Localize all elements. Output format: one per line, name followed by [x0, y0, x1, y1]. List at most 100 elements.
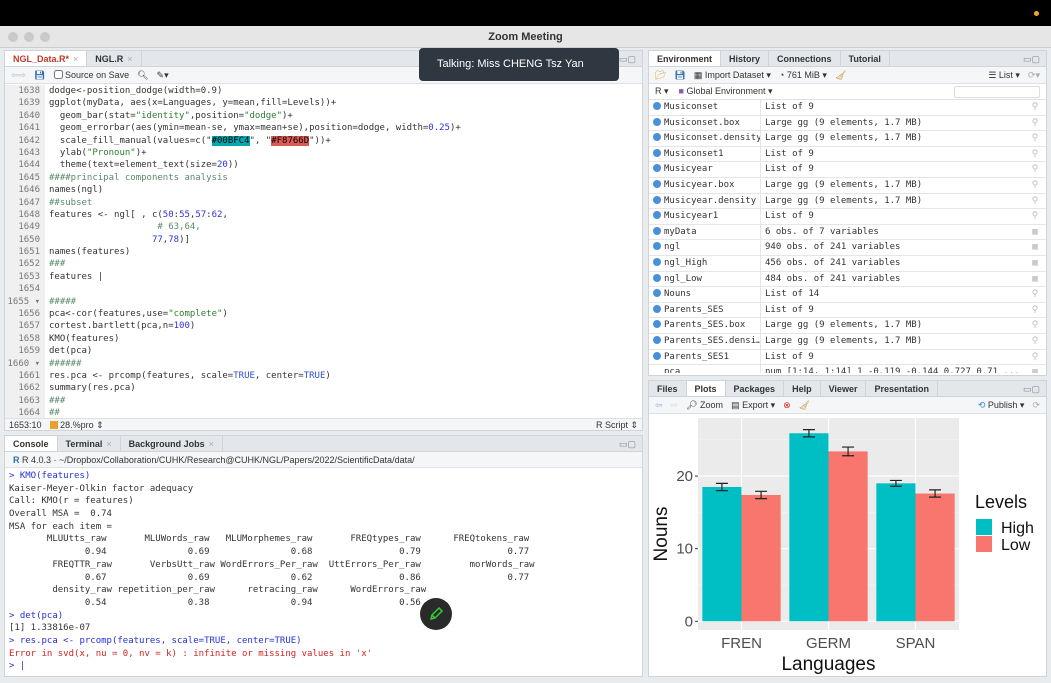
- view-table-icon[interactable]: ▦: [1032, 226, 1038, 237]
- expand-icon[interactable]: [653, 320, 661, 329]
- tab-ngl-data-r-[interactable]: NGL_Data.R* ×: [5, 51, 88, 66]
- environment-row[interactable]: ngl_High 456 obs. of 241 variables ▦: [649, 255, 1046, 272]
- tab-console[interactable]: Console: [5, 436, 58, 451]
- inspect-icon[interactable]: ⚲: [1031, 351, 1039, 362]
- environment-row[interactable]: Musicyear.box Large gg (9 elements, 1.7 M…: [649, 177, 1046, 194]
- maximize-window-button[interactable]: [40, 32, 50, 42]
- expand-icon[interactable]: [653, 211, 661, 220]
- scope-selector[interactable]: 28.%pro ⇕: [49, 419, 104, 430]
- inspect-icon[interactable]: ⚲: [1031, 320, 1039, 331]
- environment-row[interactable]: Musicyear1 List of 9 ⚲: [649, 209, 1046, 225]
- environment-row[interactable]: Musiconset List of 9 ⚲: [649, 100, 1046, 116]
- search-icon[interactable]: 🔍︎: [137, 69, 149, 80]
- broom-icon[interactable]: 🧹︎: [834, 69, 847, 80]
- maximize-pane-icon[interactable]: ▭▢: [1022, 54, 1040, 64]
- close-tab-icon[interactable]: ×: [106, 439, 112, 449]
- expand-icon[interactable]: [653, 351, 661, 360]
- environment-row[interactable]: Musiconset.density Large gg (9 elements, …: [649, 131, 1046, 147]
- inspect-icon[interactable]: ⚲: [1031, 335, 1039, 346]
- environment-row[interactable]: Parents_SES.box Large gg (9 elements, 1.7…: [649, 318, 1046, 334]
- inspect-icon[interactable]: ⚲: [1031, 117, 1039, 128]
- expand-icon[interactable]: [653, 164, 661, 173]
- back-icon[interactable]: ⇦⇨: [11, 69, 27, 80]
- refresh-icon[interactable]: ⟳▾: [1027, 69, 1040, 80]
- tab-connections[interactable]: Connections: [769, 51, 841, 66]
- expand-icon[interactable]: [653, 133, 661, 142]
- inspect-icon[interactable]: ⚲: [1031, 164, 1039, 175]
- tab-terminal[interactable]: Terminal ×: [58, 436, 121, 451]
- maximize-pane-icon[interactable]: ▭▢: [618, 54, 636, 64]
- tab-plots[interactable]: Plots: [686, 381, 726, 396]
- expand-icon[interactable]: [653, 195, 661, 204]
- previous-plot-icon[interactable]: ⇦: [655, 399, 663, 410]
- expand-icon[interactable]: [653, 179, 661, 188]
- inspect-icon[interactable]: ⚲: [1031, 289, 1039, 300]
- scope-selector[interactable]: ■ Global Environment ▾: [679, 86, 773, 97]
- maximize-pane-icon[interactable]: ▭▢: [1022, 384, 1040, 394]
- expand-icon[interactable]: [653, 273, 661, 282]
- memory-usage-button[interactable]: ◔ 761 MiB ▾: [778, 69, 827, 80]
- language-selector[interactable]: R ▾: [655, 86, 669, 96]
- tab-history[interactable]: History: [721, 51, 770, 66]
- clear-plots-icon[interactable]: 🧹︎: [798, 399, 811, 410]
- inspect-icon[interactable]: ⚲: [1031, 179, 1039, 190]
- inspect-icon[interactable]: ⚲: [1031, 102, 1039, 112]
- environment-row[interactable]: Musiconset.box Large gg (9 elements, 1.7 …: [649, 115, 1046, 132]
- tab-help[interactable]: Help: [784, 381, 821, 396]
- import-dataset-button[interactable]: ▦ Import Dataset ▾: [694, 70, 771, 81]
- environment-row[interactable]: ngl_Low 484 obs. of 241 variables ▦: [649, 271, 1046, 288]
- view-table-icon[interactable]: ▦: [1032, 257, 1038, 268]
- view-mode-button[interactable]: ☰ List ▾: [988, 69, 1020, 80]
- view-table-icon[interactable]: ▦: [1032, 367, 1038, 373]
- export-button[interactable]: ▤ Export ▾: [731, 400, 775, 411]
- maximize-pane-icon[interactable]: ▭▢: [618, 439, 636, 449]
- expand-icon[interactable]: [653, 335, 661, 344]
- minimize-window-button[interactable]: [24, 32, 34, 42]
- environment-row[interactable]: ngl 940 obs. of 241 variables ▦: [649, 240, 1046, 256]
- inspect-icon[interactable]: ⚲: [1031, 304, 1039, 315]
- close-tab-icon[interactable]: ×: [127, 54, 133, 64]
- save-icon[interactable]: 💾︎: [34, 69, 46, 80]
- environment-row[interactable]: Parents_SES List of 9 ⚲: [649, 302, 1046, 319]
- inspect-icon[interactable]: ⚲: [1031, 211, 1039, 222]
- tab-files[interactable]: Files: [649, 381, 687, 396]
- expand-icon[interactable]: [653, 102, 661, 110]
- code-area[interactable]: 1638 dodge<-position_dodge(width=0.9) 1639…: [5, 85, 642, 421]
- zoom-button[interactable]: 🔎︎ Zoom: [686, 400, 723, 411]
- annotate-pen-icon[interactable]: [420, 598, 452, 630]
- load-workspace-icon[interactable]: 📂︎: [655, 69, 667, 80]
- next-plot-icon[interactable]: ⇨: [670, 399, 679, 410]
- expand-icon[interactable]: [653, 117, 661, 126]
- view-table-icon[interactable]: ▦: [1032, 242, 1038, 253]
- publish-button[interactable]: ⟲ Publish ▾: [978, 400, 1025, 411]
- inspect-icon[interactable]: ⚲: [1031, 148, 1039, 159]
- close-tab-icon[interactable]: ×: [73, 54, 79, 64]
- file-type-selector[interactable]: R Script ⇕: [595, 420, 638, 430]
- magic-wand-icon[interactable]: ✎▾: [156, 69, 169, 80]
- tab-packages[interactable]: Packages: [726, 381, 785, 396]
- refresh-plot-icon[interactable]: ⟳: [1032, 399, 1040, 410]
- expand-icon[interactable]: [653, 242, 661, 251]
- environment-row[interactable]: Musiconset1 List of 9 ⚲: [649, 146, 1046, 163]
- inspect-icon[interactable]: ⚲: [1031, 195, 1039, 206]
- remove-plot-icon[interactable]: ⊗: [783, 399, 791, 410]
- environment-row[interactable]: Parents_SES1 List of 9 ⚲: [649, 349, 1046, 366]
- environment-search-input[interactable]: [954, 85, 1040, 98]
- working-directory[interactable]: R 4.0.3 · ~/Dropbox/Collaboration/CUHK/R…: [22, 455, 415, 465]
- environment-row[interactable]: pca num [1:14, 1:14] 1 -0.119 -0.144 0.72…: [649, 365, 1046, 373]
- expand-icon[interactable]: [653, 289, 661, 298]
- tab-environment[interactable]: Environment: [649, 51, 722, 66]
- environment-row[interactable]: Nouns List of 14 ⚲: [649, 287, 1046, 303]
- view-table-icon[interactable]: ▦: [1032, 273, 1038, 284]
- environment-row[interactable]: Musicyear List of 9 ⚲: [649, 162, 1046, 178]
- inspect-icon[interactable]: ⚲: [1031, 133, 1039, 144]
- tab-background-jobs[interactable]: Background Jobs ×: [121, 436, 223, 451]
- close-tab-icon[interactable]: ×: [208, 439, 214, 449]
- save-workspace-icon[interactable]: 💾︎: [674, 69, 686, 80]
- environment-row[interactable]: Musicyear.density Large gg (9 elements, 1…: [649, 193, 1046, 210]
- console-output[interactable]: > KMO(features) Kaiser-Meyer-Olkin factor…: [9, 470, 638, 672]
- source-on-save-checkbox[interactable]: Source on Save: [53, 70, 129, 80]
- expand-icon[interactable]: [653, 257, 661, 266]
- tab-viewer[interactable]: Viewer: [821, 381, 867, 396]
- tab-presentation[interactable]: Presentation: [866, 381, 938, 396]
